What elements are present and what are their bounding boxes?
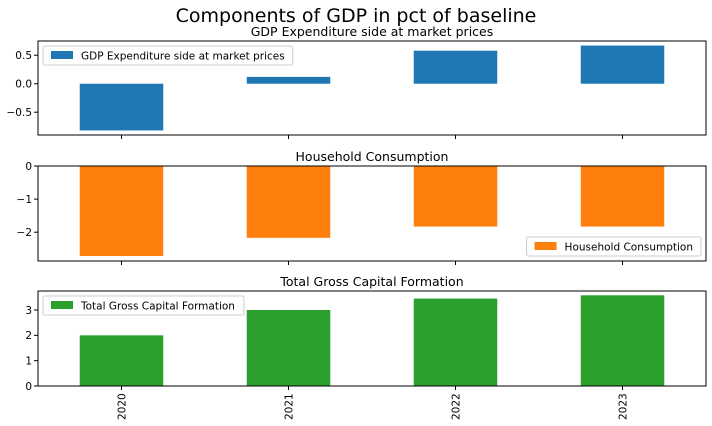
bar-2020 [79,166,164,257]
legend-box [42,295,245,316]
chart-panel-2: Household Consumption −2 −1 0 Household Cons… [17,149,707,265]
bar-2022 [413,50,498,84]
panel-title: GDP Expenditure side at market prices [251,24,494,39]
chart-panel-3: Total Gross Capital Formation 0 1 2 3 2020 202… [25,274,707,420]
y-tick-label: 0 [25,381,32,393]
y-tick-label: 0.0 [15,79,32,91]
x-tick-label: 2020 [117,393,129,420]
figure-title: Components of GDP in pct of baseline [176,5,537,27]
axes-frame [37,40,707,136]
bar-2021 [246,310,331,386]
bar-2021 [246,166,331,238]
y-tick-label: 0.5 [15,50,32,62]
legend-swatch [534,242,557,250]
legend: Household Consumption [526,236,702,257]
panel-title: Household Consumption [296,149,449,164]
x-tick-label: 2023 [618,393,630,420]
panel-title: Total Gross Capital Formation [279,274,463,289]
bar-2023 [580,166,665,227]
legend: Total Gross Capital Formation [42,295,245,316]
bar-2021 [246,76,331,84]
y-tick-label: 1 [25,355,32,367]
y-tick-label: −2 [17,227,32,239]
bar-2023 [580,45,665,84]
bar-2022 [413,298,498,386]
y-tick-label: −1 [17,194,32,206]
axes-frame [37,290,707,387]
y-tick-label: 3 [25,305,32,317]
axes-frame [37,165,707,262]
chart-panel-1: GDP Expenditure side at market prices −0.… [7,24,707,139]
y-tick-label: −0.5 [7,107,33,119]
chart-panels: GDP Expenditure side at market prices −0.… [7,24,707,420]
bar-2022 [413,166,498,227]
x-tick-label: 2022 [451,393,463,420]
y-tick-label: 2 [25,330,32,342]
legend-box [526,236,702,257]
legend-label: GDP Expenditure side at market prices [81,51,285,63]
legend: GDP Expenditure side at market prices [42,45,294,66]
x-tick-label: 2021 [284,393,296,420]
y-tick-label: 0 [25,161,32,173]
bar-2020 [79,83,164,131]
legend-swatch [51,301,73,309]
legend-box [42,45,294,66]
legend-label: Household Consumption [565,242,693,254]
legend-label: Total Gross Capital Formation [80,301,235,313]
bar-2020 [79,335,164,386]
legend-swatch [51,51,73,59]
bar-2023 [580,295,665,386]
